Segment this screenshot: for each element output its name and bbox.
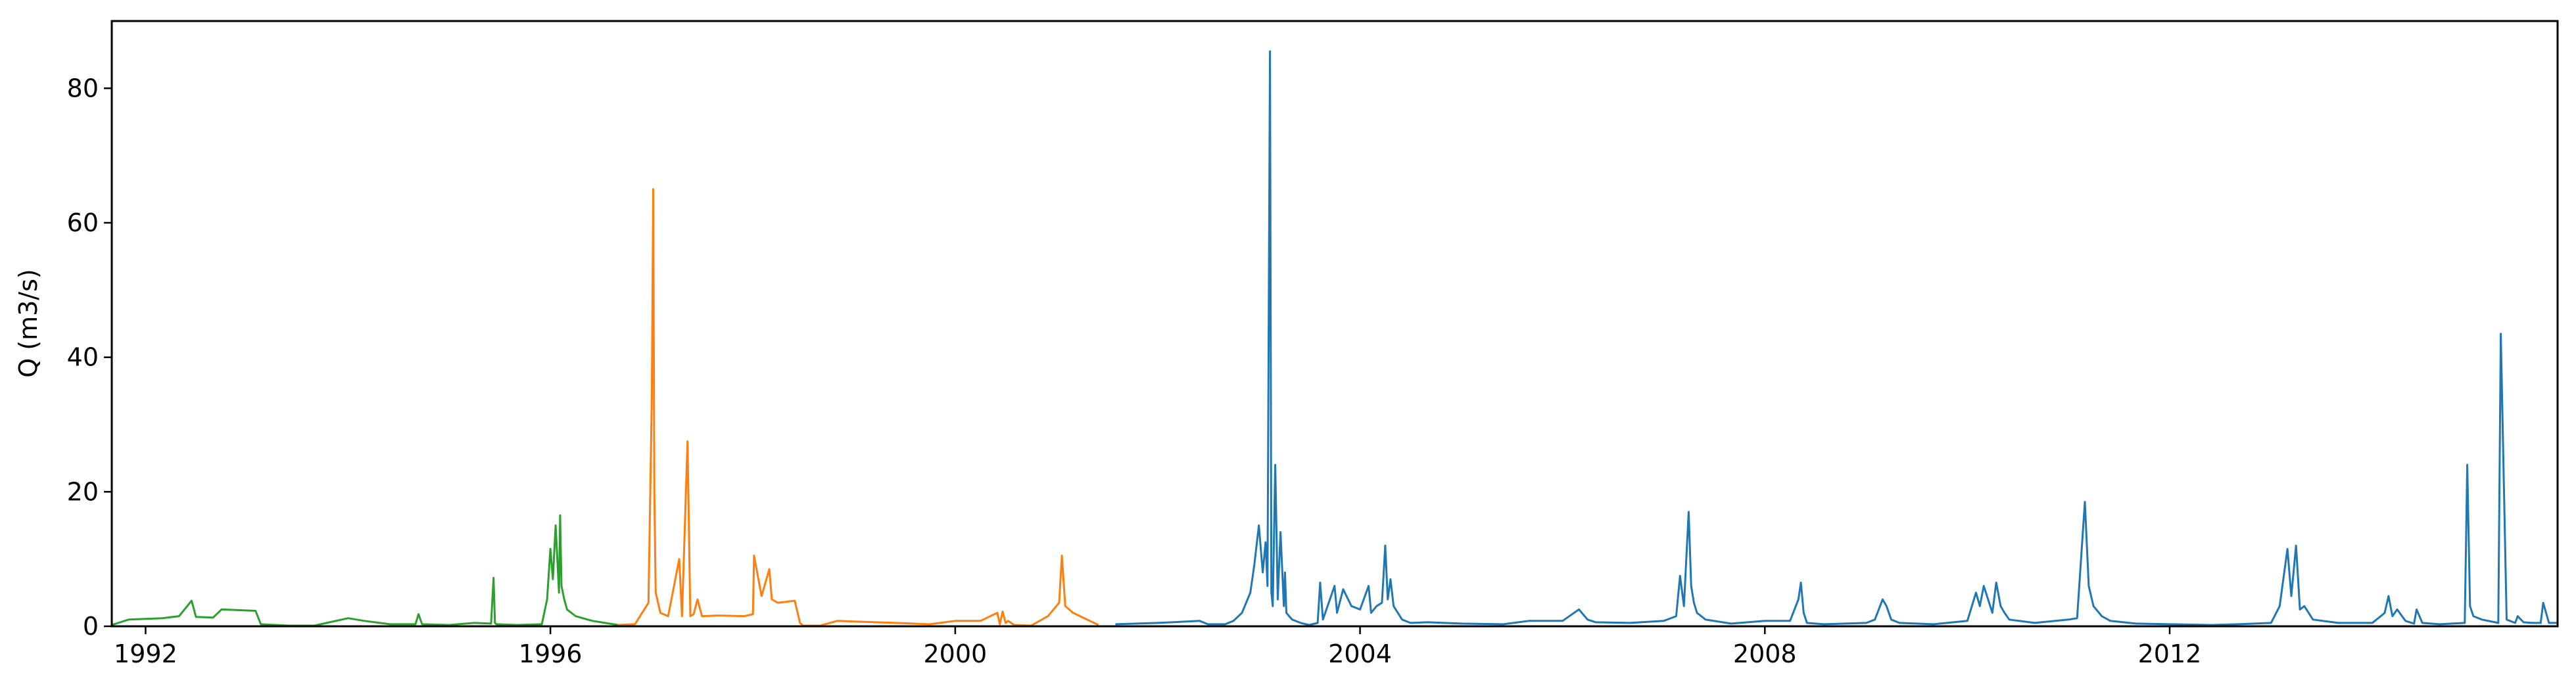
y-tick-label: 40 xyxy=(67,343,99,372)
plot-frame xyxy=(110,20,2559,628)
x-tick-label: 1992 xyxy=(114,639,178,668)
y-tick-label: 0 xyxy=(83,612,99,641)
y-tick-label: 80 xyxy=(67,74,99,103)
x-tick-label: 1996 xyxy=(519,639,583,668)
x-axis: 1992 1996 2000 2004 2008 2012 xyxy=(114,626,2201,668)
series-layer xyxy=(111,50,2558,627)
y-axis-label: Q (m3/s) xyxy=(14,269,43,377)
y-tick-label: 20 xyxy=(67,477,99,506)
x-tick-label: 2008 xyxy=(1733,639,1797,668)
x-tick-label: 2000 xyxy=(923,639,987,668)
x-tick-label: 2004 xyxy=(1328,639,1392,668)
y-axis: 0 20 40 60 80 xyxy=(67,74,112,641)
series-line-1 xyxy=(111,514,619,627)
y-tick-label: 60 xyxy=(67,208,99,237)
series-line-2 xyxy=(617,188,1099,627)
x-tick-label: 2012 xyxy=(2138,639,2202,668)
series-line-3 xyxy=(1115,50,2558,626)
